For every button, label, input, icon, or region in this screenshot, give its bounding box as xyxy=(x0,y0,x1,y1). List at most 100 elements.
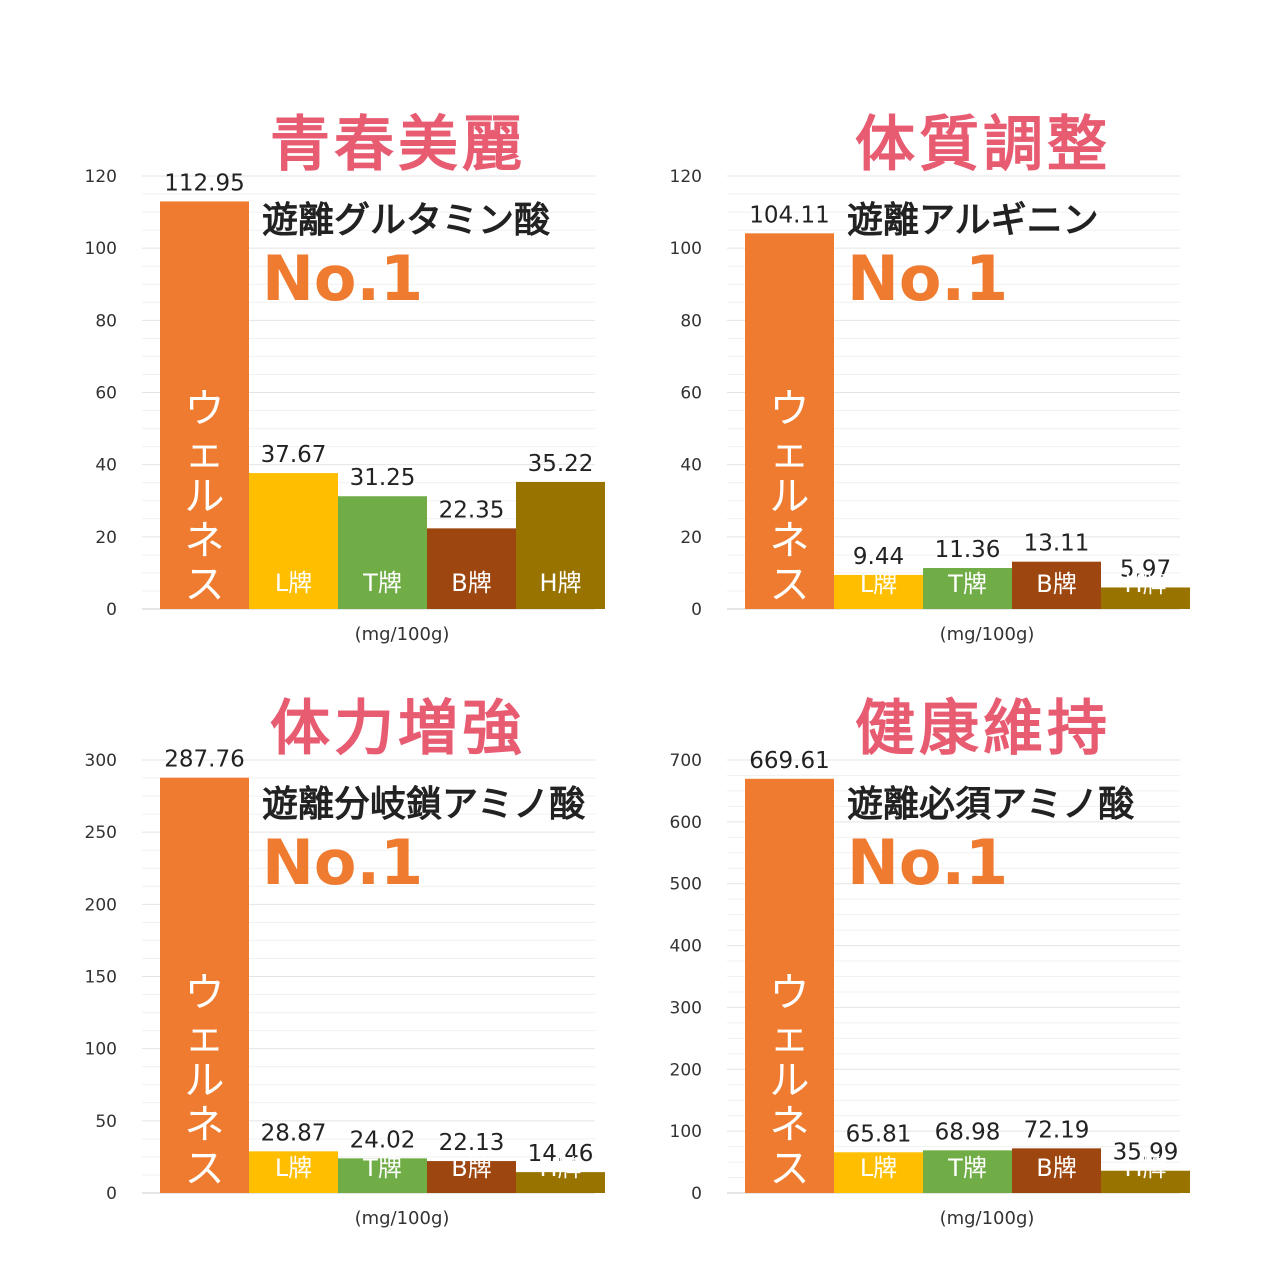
chart-panel-2: 0 20 40 60 80 100 120 体質調整 遊離アルギニン No.1 104.11 ウェルネ… xyxy=(585,0,1225,645)
rank-label: No.1 xyxy=(847,826,1008,899)
bar-category-label: H牌 xyxy=(1124,570,1166,598)
bar-brand-4 xyxy=(516,1172,605,1193)
bar-value-label: 5.97 xyxy=(1120,556,1171,582)
bar-brand-1 xyxy=(249,473,338,609)
chart-title: 健康維持 xyxy=(855,694,1111,764)
bar-brand-2 xyxy=(338,496,427,609)
chart-subtitle: 遊離アルギニン xyxy=(847,200,1099,241)
bar-value-label: 22.35 xyxy=(439,497,505,523)
bar-value-label: 37.67 xyxy=(261,442,327,468)
y-tick-label: 60 xyxy=(95,384,117,404)
bar-brand-1 xyxy=(834,1152,923,1193)
bar-value-label: 287.76 xyxy=(164,747,244,773)
bar-category-label: T牌 xyxy=(947,1154,987,1182)
bar-category-label: ウェルネス xyxy=(770,386,810,608)
unit-label: (mg/100g) xyxy=(940,624,1035,645)
bar-category-label: H牌 xyxy=(1124,1154,1166,1182)
bar-brand-3 xyxy=(427,528,516,609)
bar-value-label: 35.22 xyxy=(528,451,594,477)
chart-panel-4: 0 100 200 300 400 500 600 700 健康維持 遊離必須アミノ酸 No.1 66… xyxy=(585,584,1225,1229)
y-tick-label: 50 xyxy=(95,1112,117,1132)
bar-brand-4 xyxy=(1101,587,1190,609)
bar-value-label: 104.11 xyxy=(749,202,829,228)
bar-category-label: L牌 xyxy=(275,1154,312,1182)
bar-brand-4 xyxy=(1101,1170,1190,1193)
bar-value-label: 72.19 xyxy=(1024,1117,1090,1143)
bar-category-label: B牌 xyxy=(451,569,491,597)
unit-label: (mg/100g) xyxy=(355,624,450,645)
bar-brand-3 xyxy=(1012,1148,1101,1193)
bar-category-label: ウェルネス xyxy=(185,386,225,608)
y-tick-label: 0 xyxy=(106,1184,117,1204)
bar-wellness xyxy=(745,778,834,1193)
bar-value-label: 9.44 xyxy=(853,544,904,570)
y-tick-label: 40 xyxy=(680,456,702,476)
bar-brand-1 xyxy=(834,574,923,609)
bar-category-label: L牌 xyxy=(275,569,312,597)
bar-category-label: ウェルネス xyxy=(770,970,810,1192)
y-tick-label: 40 xyxy=(95,456,117,476)
y-tick-label: 20 xyxy=(680,528,702,548)
y-tick-label: 200 xyxy=(670,1060,702,1080)
bar-category-label: T牌 xyxy=(947,570,987,598)
y-tick-label: 0 xyxy=(691,1184,702,1204)
chart-title: 体質調整 xyxy=(855,110,1111,180)
bar-value-label: 65.81 xyxy=(846,1121,912,1147)
bar-brand-3 xyxy=(1012,561,1101,609)
bar-category-label: L牌 xyxy=(860,1154,897,1182)
chart-title: 青春美麗 xyxy=(270,110,526,180)
chart-subtitle: 遊離分岐鎖アミノ酸 xyxy=(262,784,585,825)
y-tick-label: 120 xyxy=(670,167,702,187)
rank-label: No.1 xyxy=(262,242,423,315)
rank-label: No.1 xyxy=(262,826,423,899)
bar-value-label: 13.11 xyxy=(1024,531,1090,557)
bar-category-label: B牌 xyxy=(1036,1154,1076,1182)
bar-wellness xyxy=(160,201,249,609)
bar-value-label: 35.99 xyxy=(1113,1140,1179,1166)
bar-category-label: ウェルネス xyxy=(185,970,225,1192)
bar-category-label: B牌 xyxy=(451,1154,491,1182)
bar-value-label: 24.02 xyxy=(350,1127,416,1153)
y-tick-label: 600 xyxy=(670,813,702,833)
unit-label: (mg/100g) xyxy=(355,1208,450,1229)
bar-brand-3 xyxy=(427,1161,516,1193)
bar-value-label: 11.36 xyxy=(935,537,1001,563)
y-tick-label: 700 xyxy=(670,751,702,771)
bar-category-label: H牌 xyxy=(539,569,581,597)
bar-brand-2 xyxy=(338,1158,427,1193)
y-tick-label: 100 xyxy=(85,1040,117,1060)
bar-value-label: 14.46 xyxy=(528,1141,594,1167)
y-tick-label: 120 xyxy=(85,167,117,187)
y-tick-label: 0 xyxy=(691,600,702,620)
y-tick-label: 500 xyxy=(670,875,702,895)
y-tick-label: 0 xyxy=(106,600,117,620)
y-tick-label: 20 xyxy=(95,528,117,548)
rank-label: No.1 xyxy=(847,242,1008,315)
y-tick-label: 200 xyxy=(85,895,117,915)
y-tick-label: 80 xyxy=(680,311,702,331)
bar-brand-1 xyxy=(249,1151,338,1193)
chart-subtitle: 遊離必須アミノ酸 xyxy=(847,784,1134,825)
y-tick-label: 250 xyxy=(85,823,117,843)
bar-value-label: 68.98 xyxy=(935,1119,1001,1145)
y-tick-label: 100 xyxy=(85,239,117,259)
y-tick-label: 400 xyxy=(670,937,702,957)
unit-label: (mg/100g) xyxy=(940,1208,1035,1229)
bar-category-label: B牌 xyxy=(1036,570,1076,598)
y-tick-label: 150 xyxy=(85,968,117,988)
y-tick-label: 100 xyxy=(670,1122,702,1142)
bar-wellness xyxy=(745,233,834,609)
chart-panel-1: 0 20 40 60 80 100 120 青春美麗 遊離グルタミン酸 No.1 112.95 ウェル… xyxy=(0,0,640,645)
bar-brand-2 xyxy=(923,568,1012,609)
bar-brand-4 xyxy=(516,481,605,609)
y-tick-label: 300 xyxy=(670,998,702,1018)
bar-category-label: L牌 xyxy=(860,570,897,598)
chart-title: 体力増強 xyxy=(270,694,526,764)
bar-value-label: 31.25 xyxy=(350,465,416,491)
bar-category-label: T牌 xyxy=(362,1154,402,1182)
bar-wellness xyxy=(160,777,249,1193)
